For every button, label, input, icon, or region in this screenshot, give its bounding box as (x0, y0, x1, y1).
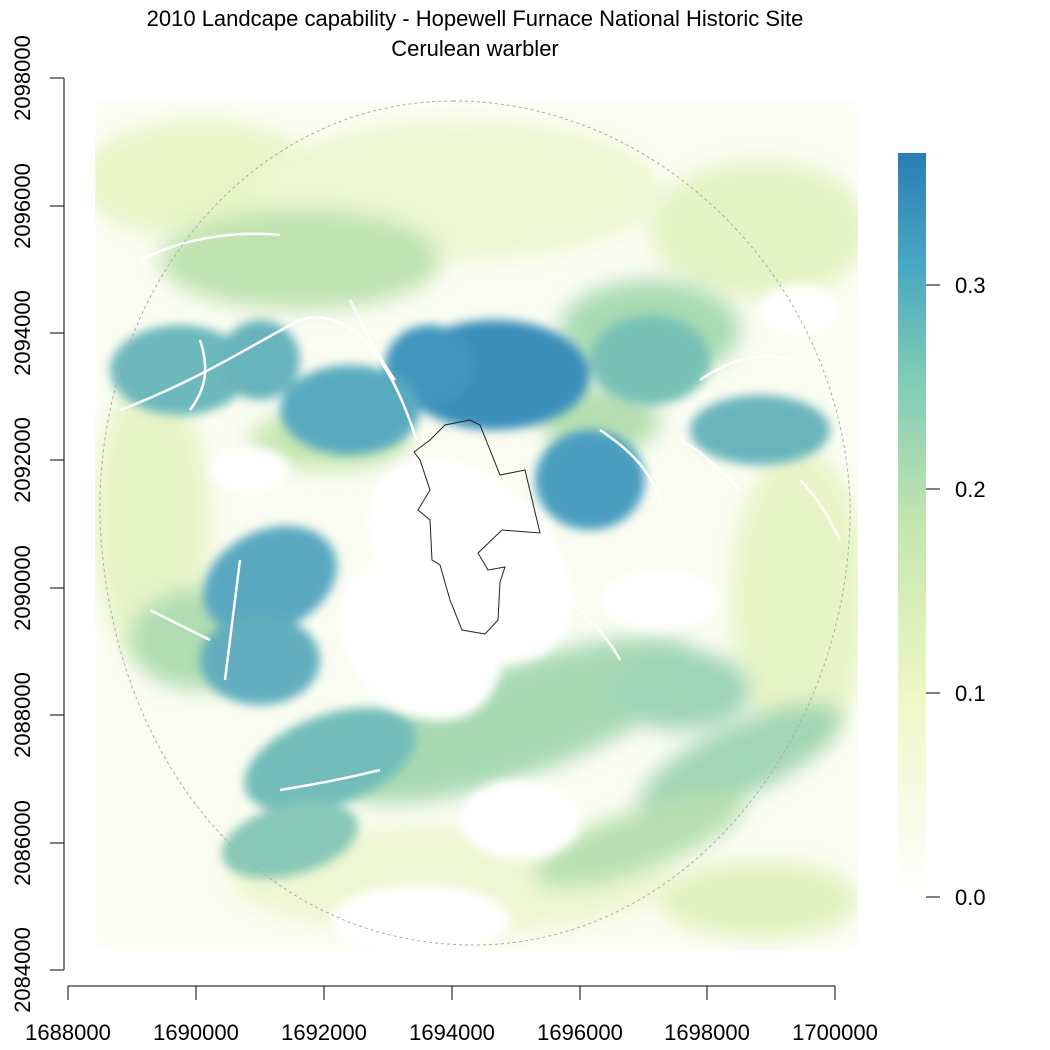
legend-tick-label: 0.2 (955, 477, 986, 502)
x-tick-label: 1694000 (409, 1020, 495, 1045)
road-network (119, 232, 842, 792)
y-tick-label: 2096000 (10, 163, 35, 249)
x-tick-labels: 1688000 1690000 1692000 1694000 1696000 … (25, 1020, 878, 1045)
legend-tick-label: 0.0 (955, 885, 986, 910)
x-tick-label: 1692000 (281, 1020, 367, 1045)
legend-tick-label: 0.3 (955, 273, 986, 298)
capability-raster (95, 100, 858, 950)
y-tick-label: 2092000 (10, 417, 35, 503)
legend-tick-label: 0.1 (955, 681, 986, 706)
color-legend: 0.0 0.1 0.2 0.3 (898, 153, 986, 910)
x-tick-label: 1696000 (537, 1020, 623, 1045)
map-subtitle: Cerulean warbler (391, 36, 559, 61)
y-tick-label: 2098000 (10, 35, 35, 121)
y-tick-label: 2088000 (10, 672, 35, 758)
x-tick-label: 1698000 (664, 1020, 750, 1045)
y-tick-label: 2090000 (10, 545, 35, 631)
y-axis (50, 77, 65, 971)
y-tick-label: 2094000 (10, 290, 35, 376)
x-tick-label: 1700000 (792, 1020, 878, 1045)
x-axis (67, 985, 836, 1000)
legend-color-bar (898, 153, 926, 897)
y-tick-label: 2084000 (10, 927, 35, 1013)
y-tick-labels: 2084000 2086000 2088000 2090000 2092000 … (10, 35, 35, 1013)
study-area-buffer (99, 100, 851, 946)
x-tick-label: 1690000 (153, 1020, 239, 1045)
x-tick-label: 1688000 (25, 1020, 111, 1045)
y-tick-label: 2086000 (10, 800, 35, 886)
map-title: 2010 Landcape capability - Hopewell Furn… (146, 6, 804, 31)
park-boundary (413, 419, 541, 635)
